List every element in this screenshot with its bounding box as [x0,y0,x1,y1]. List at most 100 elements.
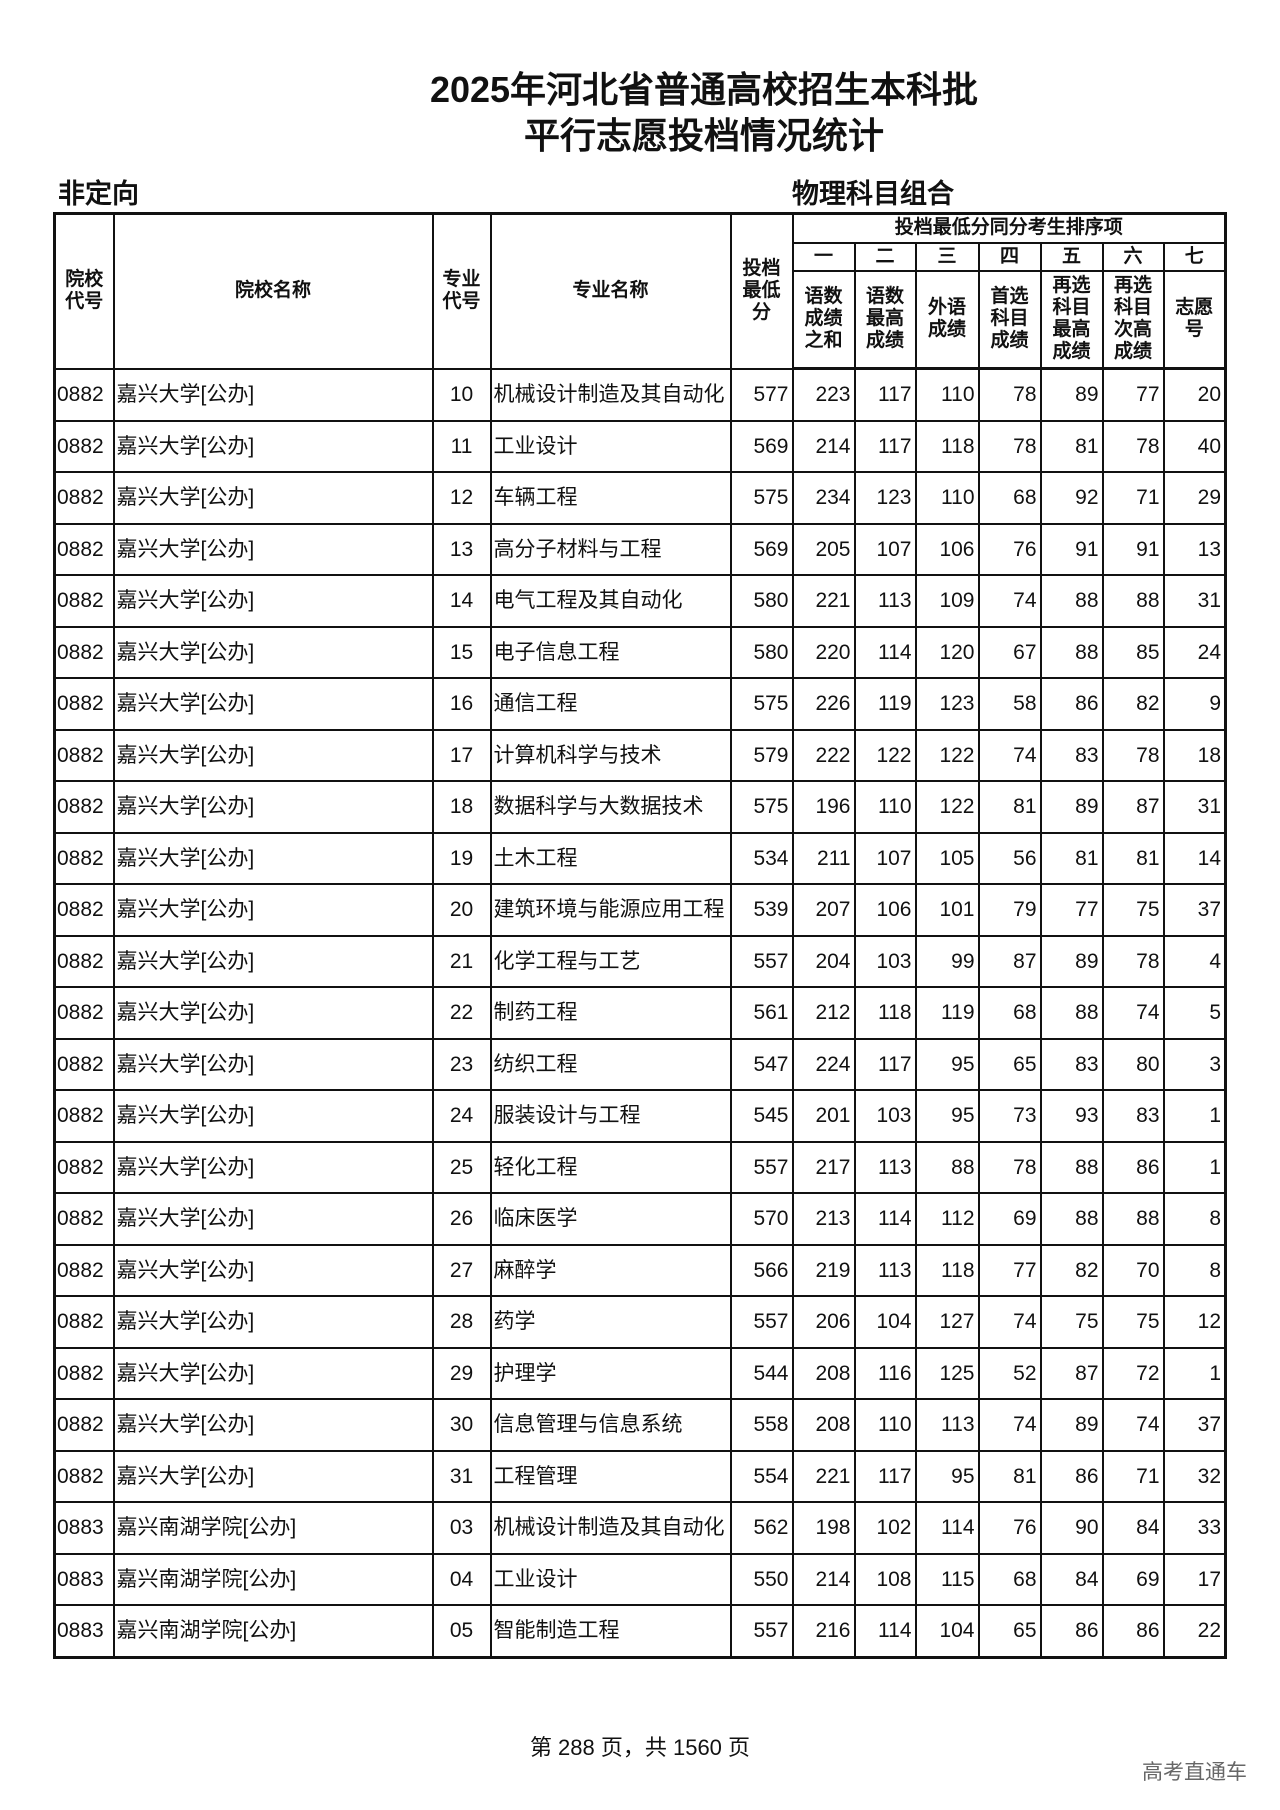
cell-school-code: 0882 [53,1346,115,1400]
cell-chinese-math-sum: 222 [791,728,856,782]
cell-chinese-math-sum: 234 [791,471,856,525]
cell-chinese-math-sum: 221 [791,1449,856,1503]
cell-major-name: 智能制造工程 [489,1604,732,1658]
cell-major-code: 31 [431,1449,492,1503]
cell-chinese-math-max: 113 [853,1243,917,1297]
cell-school-code: 0882 [53,522,115,576]
table-row: 0883 嘉兴南湖学院[公办] 04 工业设计 550 214 108 115 68 84 69 17 [53,1552,1227,1606]
cell-min-score: 545 [729,1089,794,1143]
cell-second-subject-second: 87 [1101,780,1165,834]
cell-school-code: 0882 [53,367,115,422]
table-row: 0882 嘉兴大学[公办] 18 数据科学与大数据技术 575 196 110 122 81 89… [53,780,1227,834]
cell-preference-no: 9 [1162,677,1227,731]
cell-school-code: 0882 [53,1449,115,1503]
cell-chinese-math-sum: 226 [791,677,856,731]
cell-major-name: 建筑环境与能源应用工程 [489,883,732,937]
cell-major-name: 麻醉学 [489,1243,732,1297]
cell-second-subject-max: 89 [1039,780,1104,834]
cell-school-name: 嘉兴大学[公办] [112,831,434,885]
cell-foreign-language: 122 [914,728,980,782]
cell-school-code: 0882 [53,1140,115,1194]
cell-second-subject-second: 75 [1101,1295,1165,1349]
cell-foreign-language: 101 [914,883,980,937]
cell-chinese-math-max: 117 [853,1449,917,1503]
cell-first-subject: 76 [977,522,1042,576]
cell-first-subject: 81 [977,1449,1042,1503]
cell-preference-no: 14 [1162,831,1227,885]
header-rank: 五 [1039,241,1104,272]
cell-min-score: 575 [729,780,794,834]
cell-chinese-math-sum: 216 [791,1604,856,1658]
cell-second-subject-second: 88 [1101,574,1165,628]
cell-major-code: 10 [431,367,492,422]
cell-first-subject: 58 [977,677,1042,731]
cell-major-code: 29 [431,1346,492,1400]
table-row: 0882 嘉兴大学[公办] 25 轻化工程 557 217 113 88 78 88 86 1 [53,1140,1227,1194]
cell-chinese-math-sum: 211 [791,831,856,885]
cell-major-name: 信息管理与信息系统 [489,1398,732,1452]
cell-second-subject-second: 71 [1101,471,1165,525]
cell-school-name: 嘉兴大学[公办] [112,574,434,628]
cell-major-name: 化学工程与工艺 [489,934,732,988]
cell-school-name: 嘉兴大学[公办] [112,1037,434,1091]
cell-major-code: 20 [431,883,492,937]
cell-preference-no: 32 [1162,1449,1227,1503]
cell-second-subject-max: 86 [1039,1449,1104,1503]
cell-preference-no: 18 [1162,728,1227,782]
cell-second-subject-max: 89 [1039,367,1104,422]
cell-min-score: 544 [729,1346,794,1400]
cell-major-name: 电气工程及其自动化 [489,574,732,628]
cell-foreign-language: 112 [914,1192,980,1246]
cell-major-name: 高分子材料与工程 [489,522,732,576]
header-rank: 四 [977,241,1042,272]
cell-major-code: 21 [431,934,492,988]
cell-first-subject: 81 [977,780,1042,834]
cell-second-subject-second: 74 [1101,986,1165,1040]
cell-second-subject-max: 90 [1039,1501,1104,1555]
cell-major-code: 14 [431,574,492,628]
cell-preference-no: 1 [1162,1346,1227,1400]
cell-school-code: 0883 [53,1604,115,1658]
header-rank: 三 [914,241,980,272]
cell-first-subject: 52 [977,1346,1042,1400]
cell-major-name: 工业设计 [489,419,732,473]
cell-foreign-language: 110 [914,471,980,525]
cell-second-subject-second: 74 [1101,1398,1165,1452]
cell-min-score: 569 [729,522,794,576]
cell-first-subject: 67 [977,625,1042,679]
header-tiebreak: 再选科目次高成绩 [1101,269,1165,370]
watermark: 高考直通车 [1142,1761,1247,1784]
cell-school-code: 0882 [53,831,115,885]
cell-preference-no: 37 [1162,1398,1227,1452]
cell-school-name: 嘉兴大学[公办] [112,728,434,782]
table-row: 0882 嘉兴大学[公办] 30 信息管理与信息系统 558 208 110 113 74 89 7… [53,1398,1227,1452]
table-row: 0882 嘉兴大学[公办] 21 化学工程与工艺 557 204 103 99 87 89 78 4 [53,934,1227,988]
cell-min-score: 569 [729,419,794,473]
cell-school-name: 嘉兴大学[公办] [112,625,434,679]
cell-major-code: 18 [431,780,492,834]
cell-preference-no: 29 [1162,471,1227,525]
cell-preference-no: 1 [1162,1089,1227,1143]
table-row: 0882 嘉兴大学[公办] 14 电气工程及其自动化 580 221 113 109 74 88 8… [53,574,1227,628]
cell-first-subject: 78 [977,419,1042,473]
header-tiebreak: 志愿号 [1162,269,1227,370]
cell-min-score: 561 [729,986,794,1040]
category-left-label: 非定向 [58,179,139,209]
cell-chinese-math-sum: 206 [791,1295,856,1349]
cell-major-code: 30 [431,1398,492,1452]
cell-second-subject-max: 84 [1039,1552,1104,1606]
cell-foreign-language: 114 [914,1501,980,1555]
cell-foreign-language: 95 [914,1449,980,1503]
cell-min-score: 558 [729,1398,794,1452]
cell-second-subject-second: 85 [1101,625,1165,679]
cell-preference-no: 33 [1162,1501,1227,1555]
page-footer: 第 288 页，共 1560 页 [529,1735,751,1760]
admission-table: 院校代号 院校名称 专业代号 专业名称 投档最低分 投档最低分同分考生排序项 一… [53,212,1228,1659]
cell-school-code: 0882 [53,677,115,731]
cell-chinese-math-max: 108 [853,1552,917,1606]
cell-min-score: 575 [729,471,794,525]
cell-first-subject: 74 [977,1398,1042,1452]
cell-foreign-language: 110 [914,367,980,422]
cell-major-code: 19 [431,831,492,885]
cell-major-name: 临床医学 [489,1192,732,1246]
